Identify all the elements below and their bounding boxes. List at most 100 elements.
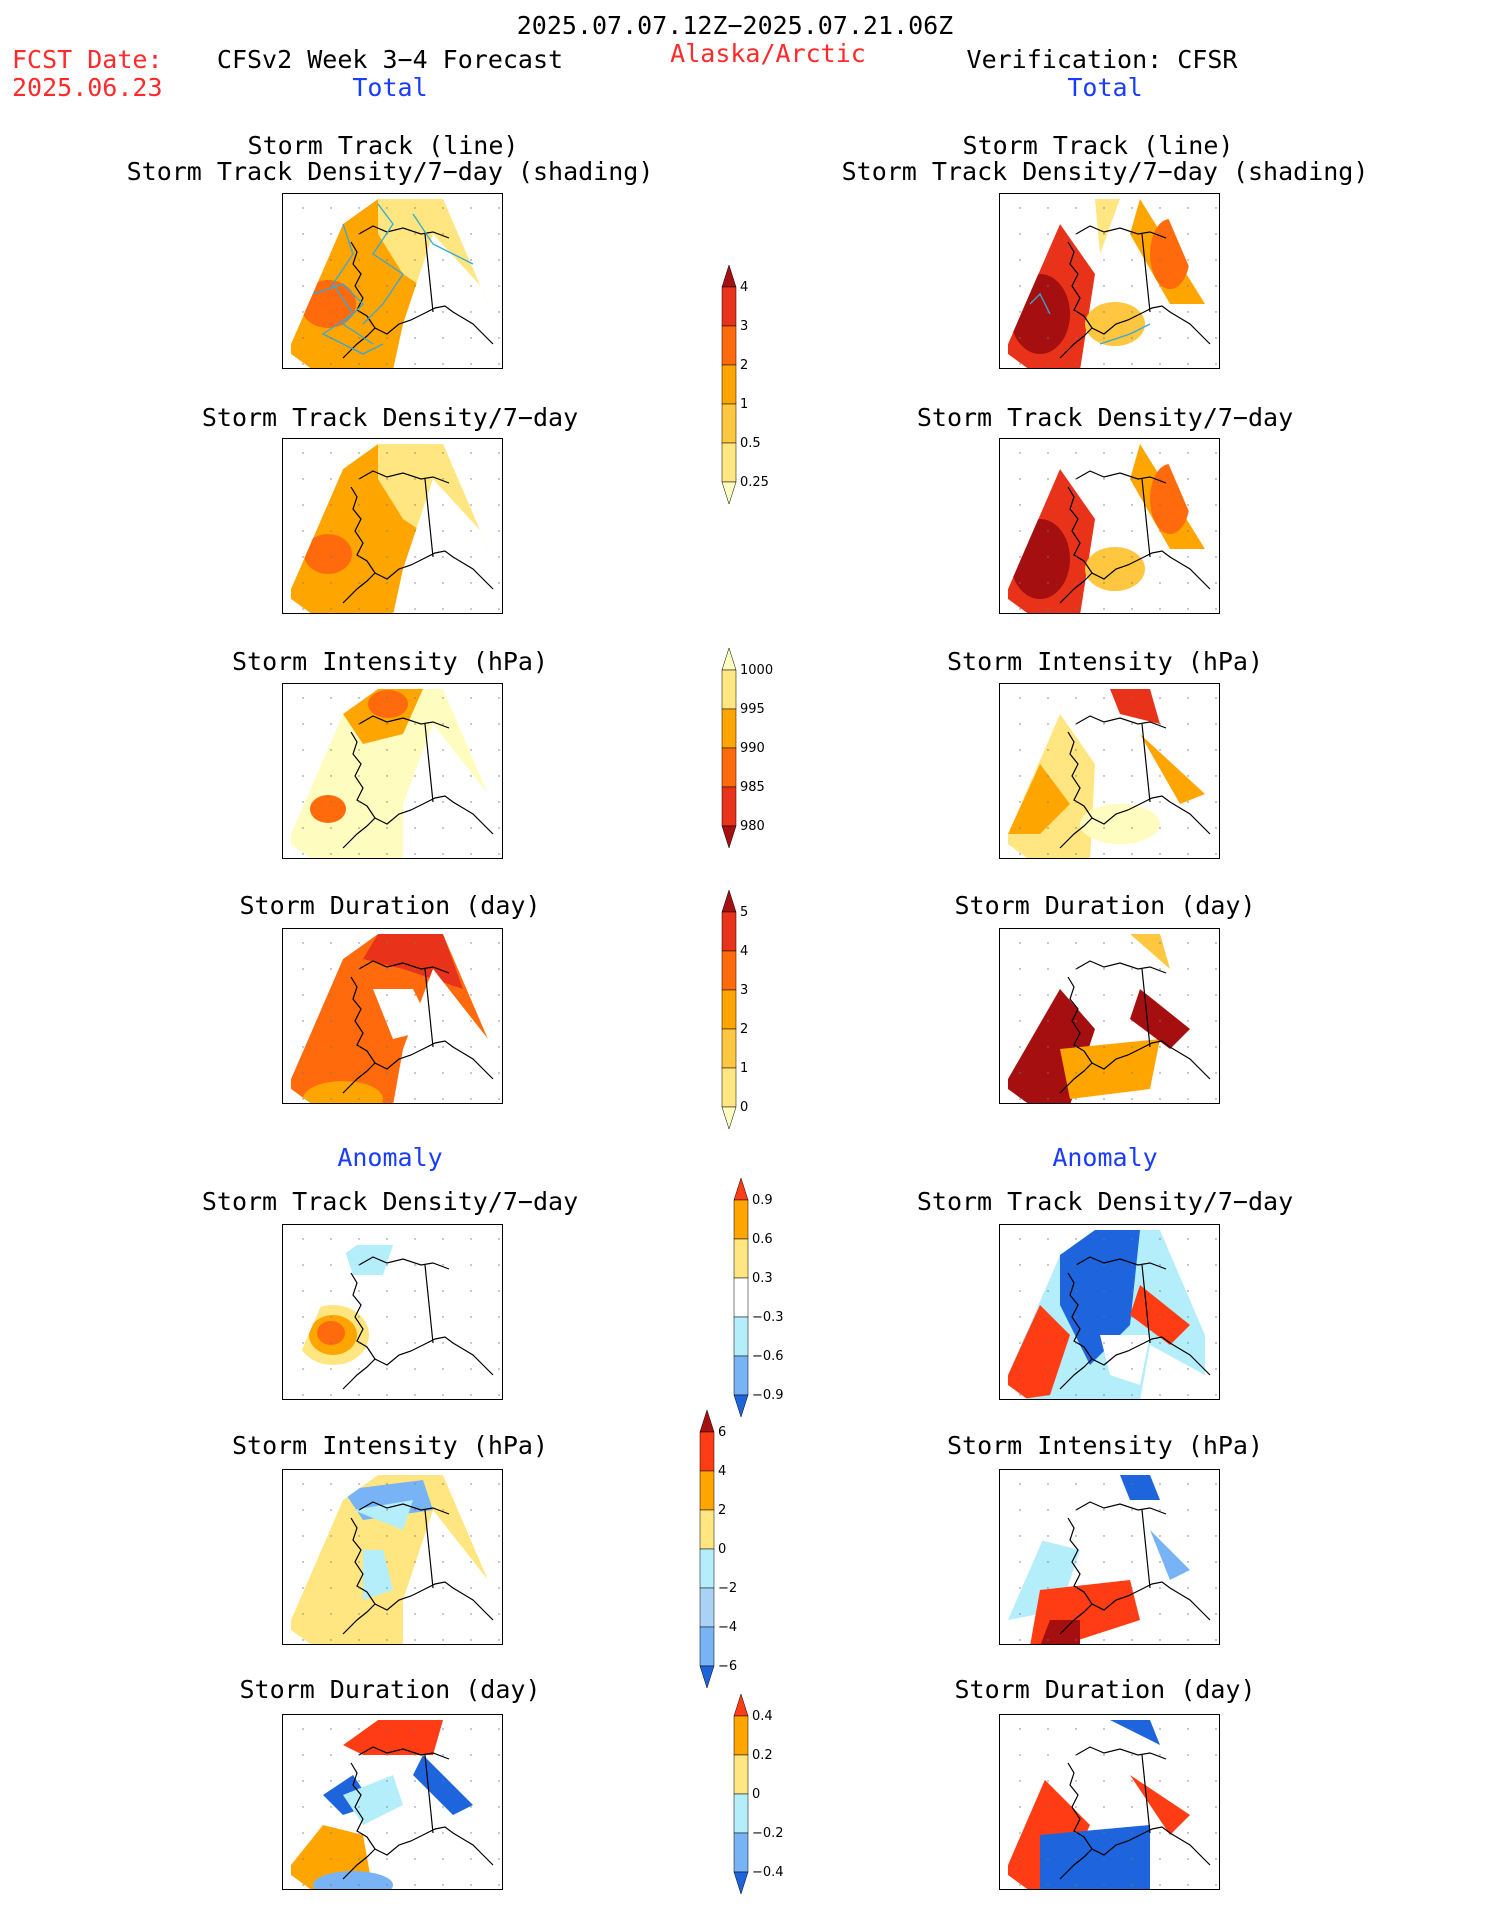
grid-dot (498, 1394, 500, 1396)
grid-dot (1103, 504, 1105, 506)
grid-dot (470, 582, 472, 584)
grid-dot (302, 363, 304, 365)
grid-dot (1019, 233, 1021, 235)
grid-dot (442, 1046, 444, 1048)
grid-dot (1075, 968, 1077, 970)
grid-dot (358, 1020, 360, 1022)
grid-dot (302, 1561, 304, 1563)
grid-dot (302, 1483, 304, 1485)
grid-dot (1131, 1020, 1133, 1022)
grid-dot (1019, 1290, 1021, 1292)
grid-dot (470, 233, 472, 235)
grid-dot (1187, 530, 1189, 532)
grid-dot (386, 1072, 388, 1074)
grid-dot (414, 1509, 416, 1511)
grid-dot (1215, 1264, 1217, 1266)
grid-dot (1215, 1238, 1217, 1240)
colorbar-tick-label: 2 (740, 1022, 748, 1037)
grid-dot (1019, 749, 1021, 751)
grid-dot (302, 1290, 304, 1292)
grid-dot (1187, 1290, 1189, 1292)
colorbar-tick-label: 995 (740, 702, 765, 717)
colorbar-density-total: 4 3 2 1 0.5 0.25 (721, 264, 782, 538)
grid-dot (1047, 1509, 1049, 1511)
shading-region (1150, 219, 1190, 289)
grid-dot (386, 1046, 388, 1048)
grid-dot (442, 723, 444, 725)
grid-dot (386, 582, 388, 584)
grid-dot (1131, 363, 1133, 365)
colorbar-segment (721, 1067, 737, 1108)
grid-dot (1075, 233, 1077, 235)
grid-dot (414, 1561, 416, 1563)
grid-dot (470, 775, 472, 777)
shading-region (313, 1871, 393, 1889)
grid-dot (470, 1754, 472, 1756)
grid-dot (1187, 1368, 1189, 1370)
grid-dot (1047, 337, 1049, 339)
grid-dot (470, 207, 472, 209)
map-panel-cfsr-track (999, 193, 1220, 369)
grid-dot (386, 452, 388, 454)
grid-dot (1215, 582, 1217, 584)
shading-region (1010, 519, 1070, 599)
grid-dot (358, 478, 360, 480)
grid-dot (414, 723, 416, 725)
grid-dot (1215, 994, 1217, 996)
grid-dot (470, 827, 472, 829)
grid-dot (1047, 363, 1049, 365)
grid-dot (1075, 942, 1077, 944)
shading-region (1060, 1230, 1140, 1365)
grid-dot (1103, 1264, 1105, 1266)
grid-dot (442, 337, 444, 339)
grid-dot (470, 968, 472, 970)
grid-dot (498, 1780, 500, 1782)
grid-dot (1131, 337, 1133, 339)
grid-dot (1131, 801, 1133, 803)
coastline (342, 960, 494, 1094)
grid-dot (1103, 1561, 1105, 1563)
grid-dot (330, 801, 332, 803)
grid-dot (498, 504, 500, 506)
grid-dot (442, 1806, 444, 1808)
grid-dot (1103, 337, 1105, 339)
grid-dot (1019, 1238, 1021, 1240)
grid-dot (442, 1884, 444, 1886)
grid-dot (414, 1020, 416, 1022)
grid-dot (386, 207, 388, 209)
grid-dot (1131, 1316, 1133, 1318)
grid-dot (1187, 582, 1189, 584)
grid-dot (498, 452, 500, 454)
grid-dot (498, 749, 500, 751)
grid-dot (1131, 233, 1133, 235)
grid-dot (1131, 723, 1133, 725)
colorbar-tick-label: 0 (740, 1100, 748, 1115)
grid-dot (302, 556, 304, 558)
grid-dot (1131, 478, 1133, 480)
grid-dot (1131, 608, 1133, 610)
map-panel-cfsr-density (999, 438, 1220, 614)
grid-dot (1131, 259, 1133, 261)
colorbar-segment (699, 1470, 715, 1511)
grid-dot (358, 363, 360, 365)
grid-dot (1075, 723, 1077, 725)
grid-dot (1215, 556, 1217, 558)
grid-dot (442, 775, 444, 777)
grid-dot (1131, 1264, 1133, 1266)
grid-dot (1103, 1098, 1105, 1100)
grid-dot (1047, 259, 1049, 261)
grid-dot (470, 1587, 472, 1589)
grid-dot (414, 285, 416, 287)
grid-dot (470, 1020, 472, 1022)
grid-dot (1047, 1535, 1049, 1537)
grid-dot (1215, 1780, 1217, 1782)
grid-dot (470, 853, 472, 855)
grid-dot (498, 1046, 500, 1048)
grid-dot (302, 749, 304, 751)
grid-dot (1187, 1316, 1189, 1318)
grid-dot (414, 697, 416, 699)
grid-dot (1215, 968, 1217, 970)
grid-dot (442, 530, 444, 532)
grid-dot (1019, 942, 1021, 944)
grid-dot (498, 1342, 500, 1344)
